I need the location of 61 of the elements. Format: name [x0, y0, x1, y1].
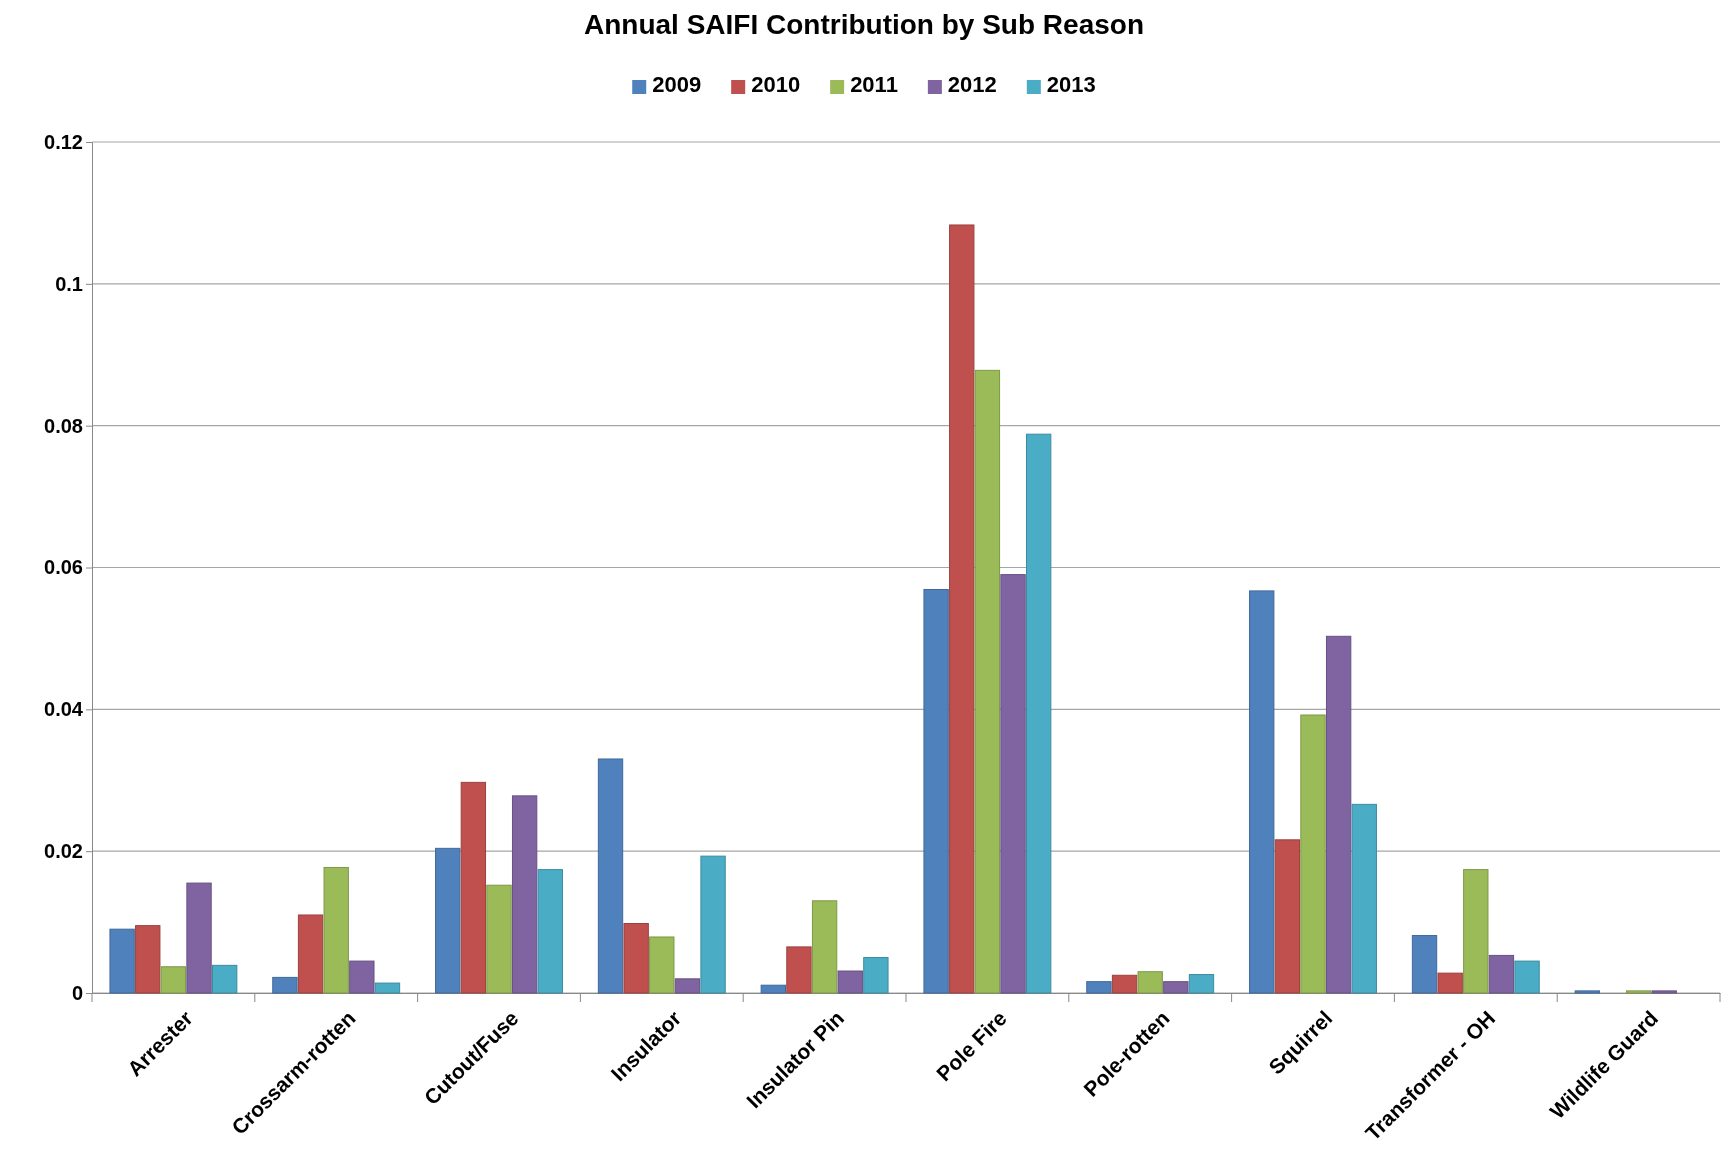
bar — [1437, 972, 1463, 994]
bar — [1086, 981, 1112, 994]
bar — [374, 982, 401, 994]
bar — [1163, 981, 1189, 994]
y-tick-label: 0.02 — [44, 840, 83, 863]
y-tick-label: 0 — [71, 981, 83, 1004]
bar — [323, 866, 349, 994]
bar — [1574, 990, 1601, 994]
y-tick-label: 0.12 — [44, 130, 83, 153]
y-tick-label: 0.06 — [44, 556, 83, 579]
bar — [1514, 960, 1540, 994]
bar — [160, 966, 187, 994]
bar — [297, 914, 324, 994]
legend-label: 2012 — [947, 72, 997, 97]
bar — [1625, 990, 1652, 994]
bar — [1026, 433, 1052, 994]
bar — [135, 925, 161, 994]
legend-label: 2011 — [850, 72, 898, 97]
bar — [1300, 714, 1326, 994]
bar — [537, 869, 563, 994]
legend-label: 2013 — [1046, 72, 1096, 97]
y-tick-label: 0.04 — [44, 698, 84, 721]
bar — [186, 882, 212, 994]
bar — [1463, 869, 1489, 994]
bar — [435, 847, 461, 994]
y-tick-label: 0.08 — [44, 414, 83, 437]
bar — [212, 964, 238, 994]
bar — [1249, 590, 1275, 994]
bar — [1188, 974, 1215, 994]
bar — [1111, 974, 1138, 994]
bar — [1351, 803, 1377, 994]
bar — [1000, 574, 1026, 994]
bar — [974, 369, 1001, 994]
bar — [923, 588, 949, 994]
bar — [349, 960, 375, 994]
bar — [863, 957, 889, 994]
bar — [649, 936, 675, 994]
bar — [1325, 635, 1352, 994]
y-tick-label: 0.1 — [55, 272, 83, 295]
bar — [1651, 990, 1677, 994]
chart-title: Annual SAIFI Contribution by Sub Reason — [584, 9, 1144, 40]
bar — [700, 855, 726, 994]
bar — [949, 224, 975, 994]
bar — [1488, 954, 1515, 994]
bar — [1411, 935, 1438, 994]
bar — [109, 928, 135, 994]
bar — [460, 781, 487, 994]
bar — [597, 758, 624, 994]
legend-label: 2010 — [751, 72, 801, 97]
bar — [837, 970, 863, 994]
bar — [272, 976, 298, 994]
bar — [486, 884, 512, 994]
bar — [511, 795, 538, 994]
bar — [1137, 971, 1163, 994]
bar — [623, 923, 649, 994]
bar — [1274, 839, 1301, 994]
bar — [760, 984, 786, 994]
legend-label: 2009 — [652, 72, 702, 97]
bar — [811, 900, 838, 994]
bar — [674, 978, 701, 994]
bar — [786, 946, 812, 994]
